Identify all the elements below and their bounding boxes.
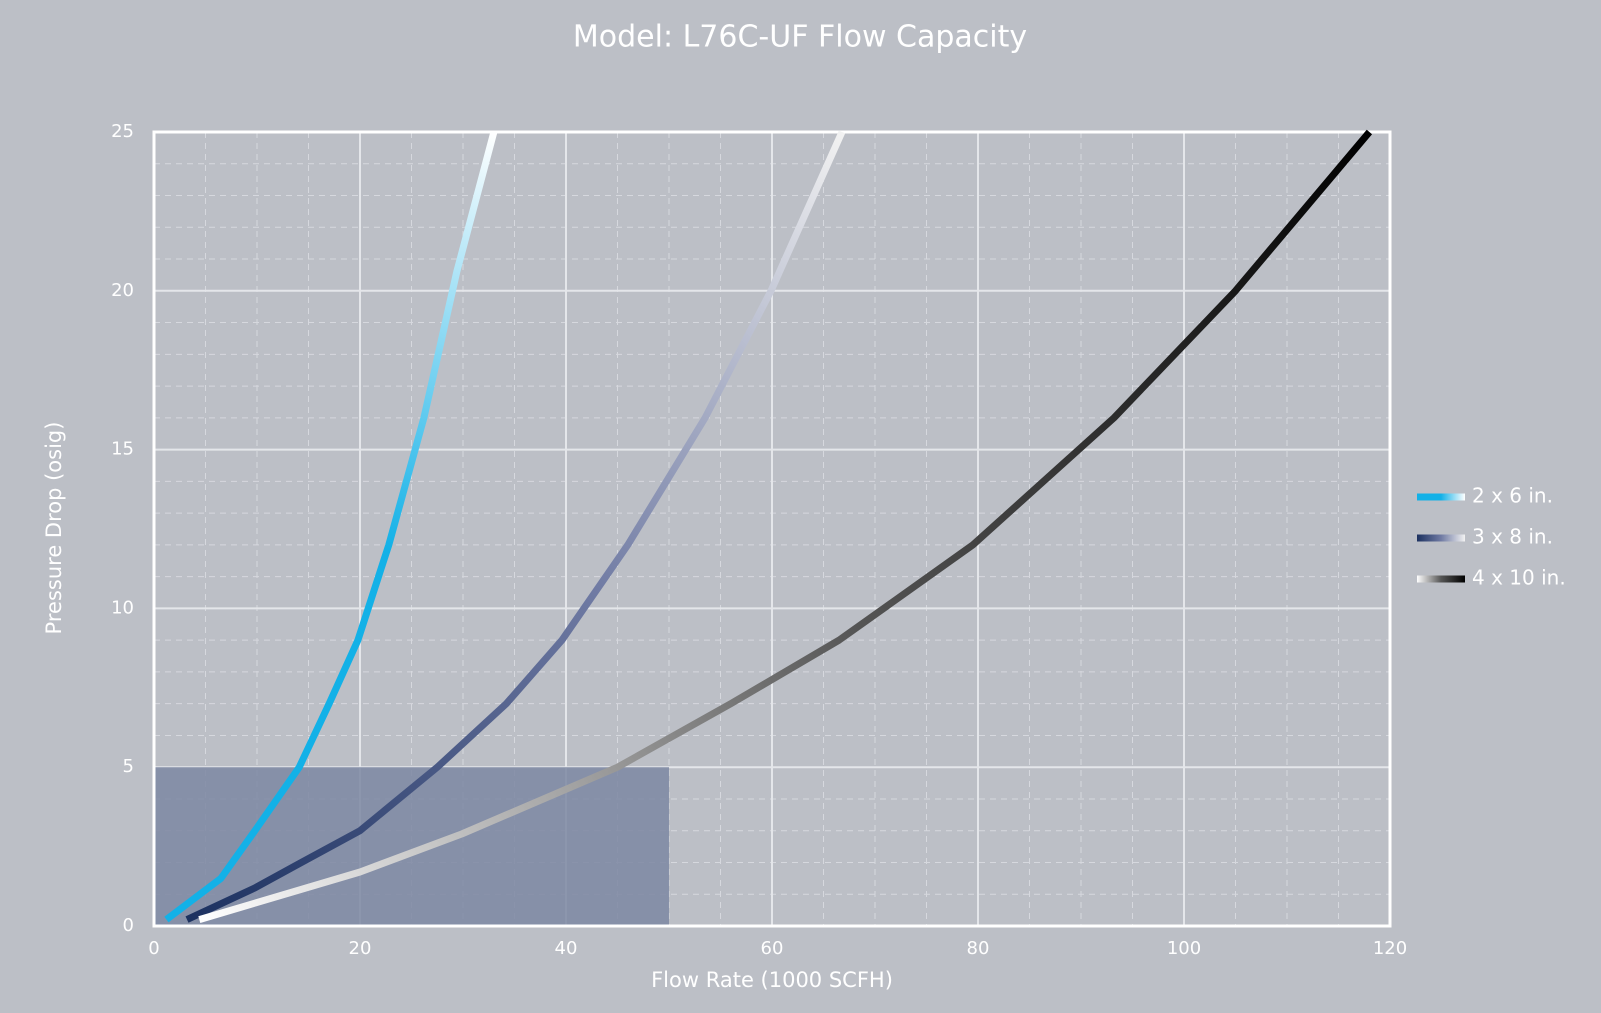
y-tick-label: 20 <box>111 280 134 301</box>
x-tick-label: 40 <box>555 938 578 959</box>
x-tick-label: 20 <box>349 938 372 959</box>
y-axis-title: Pressure Drop (osig) <box>42 422 66 635</box>
y-tick-label: 5 <box>123 756 134 777</box>
y-tick-label: 0 <box>123 915 134 936</box>
legend-label: 2 x 6 in. <box>1472 484 1553 508</box>
y-tick-label: 25 <box>111 121 134 142</box>
x-tick-label: 120 <box>1373 938 1407 959</box>
y-tick-label: 15 <box>111 439 134 460</box>
data-line <box>164 131 498 923</box>
legend-label: 3 x 8 in. <box>1472 525 1553 549</box>
data-line <box>198 129 1373 923</box>
x-tick-label: 60 <box>761 938 784 959</box>
y-tick-label: 10 <box>111 597 134 618</box>
x-tick-label: 0 <box>148 938 159 959</box>
x-tick-label: 80 <box>967 938 990 959</box>
data-line <box>185 130 846 923</box>
legend-label: 4 x 10 in. <box>1472 566 1566 590</box>
x-axis-title: Flow Rate (1000 SCFH) <box>651 968 893 992</box>
plot-frame <box>152 130 1392 928</box>
chart-title: Model: L76C-UF Flow Capacity <box>573 20 1027 55</box>
x-tick-label: 100 <box>1167 938 1201 959</box>
